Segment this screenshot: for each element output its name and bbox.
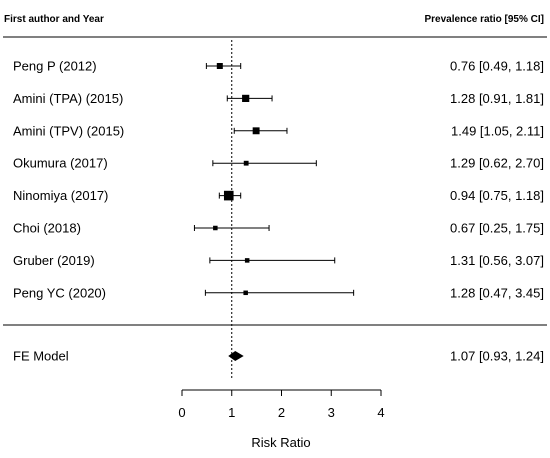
header-left: First author and Year bbox=[4, 14, 104, 25]
estimate-square bbox=[213, 225, 218, 231]
x-tick-label: 3 bbox=[328, 405, 335, 420]
study-label: Okumura (2017) bbox=[13, 156, 108, 171]
summary-ci-text: 1.07 [0.93, 1.24] bbox=[450, 349, 544, 364]
estimate-square bbox=[242, 94, 250, 102]
x-tick-label: 4 bbox=[377, 405, 384, 420]
estimate-square bbox=[243, 160, 249, 166]
study-ci-text: 1.28 [0.91, 1.81] bbox=[450, 91, 544, 106]
study-row: Choi (2018) 0.67 [0.25, 1.75] bbox=[13, 221, 544, 236]
summary-diamond bbox=[228, 351, 244, 361]
estimate-square bbox=[252, 127, 260, 135]
x-tick-label: 2 bbox=[278, 405, 285, 420]
estimate-square bbox=[216, 63, 223, 69]
study-rows: Peng P (2012) 0.76 [0.49, 1.18] Amini (TPA… bbox=[13, 59, 544, 301]
study-ci-text: 0.67 [0.25, 1.75] bbox=[450, 221, 544, 236]
summary-row: FE Model 1.07 [0.93, 1.24] bbox=[13, 349, 544, 364]
study-row: Amini (TPV) (2015) 1.49 [1.05, 2.11] bbox=[13, 123, 544, 138]
study-row: Okumura (2017) 1.29 [0.62, 2.70] bbox=[13, 156, 544, 171]
study-row: Peng P (2012) 0.76 [0.49, 1.18] bbox=[13, 59, 544, 74]
x-tick-label: 1 bbox=[228, 405, 235, 420]
summary-label: FE Model bbox=[13, 349, 69, 364]
x-tick-label: 0 bbox=[178, 405, 185, 420]
study-label: Peng P (2012) bbox=[13, 59, 97, 74]
study-ci-text: 1.28 [0.47, 3.45] bbox=[450, 285, 544, 300]
study-ci-text: 0.76 [0.49, 1.18] bbox=[450, 59, 544, 74]
study-label: Peng YC (2020) bbox=[13, 285, 106, 300]
study-ci-text: 1.49 [1.05, 2.11] bbox=[451, 123, 544, 138]
study-row: Ninomiya (2017) 0.94 [0.75, 1.18] bbox=[13, 188, 544, 203]
study-ci-text: 1.31 [0.56, 3.07] bbox=[450, 253, 544, 268]
study-label: Ninomiya (2017) bbox=[13, 188, 108, 203]
study-label: Amini (TPA) (2015) bbox=[13, 91, 123, 106]
header-right: Prevalence ratio [95% CI] bbox=[425, 14, 545, 25]
x-axis: 0 1 2 3 4 bbox=[178, 389, 385, 420]
study-row: Amini (TPA) (2015) 1.28 [0.91, 1.81] bbox=[13, 91, 544, 106]
study-ci-text: 0.94 [0.75, 1.18] bbox=[450, 188, 544, 203]
study-label: Choi (2018) bbox=[13, 221, 81, 236]
estimate-square bbox=[243, 290, 248, 296]
estimate-square bbox=[244, 258, 250, 263]
estimate-square bbox=[223, 190, 234, 201]
study-label: Amini (TPV) (2015) bbox=[13, 123, 124, 138]
study-label: Gruber (2019) bbox=[13, 253, 95, 268]
x-axis-label: Risk Ratio bbox=[251, 435, 310, 450]
study-ci-text: 1.29 [0.62, 2.70] bbox=[450, 156, 544, 171]
study-row: Gruber (2019) 1.31 [0.56, 3.07] bbox=[13, 253, 544, 268]
study-row: Peng YC (2020) 1.28 [0.47, 3.45] bbox=[13, 285, 544, 300]
